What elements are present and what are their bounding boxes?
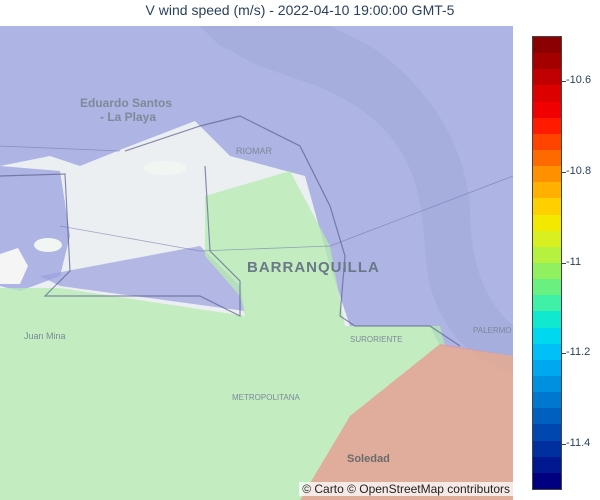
colorbar-step bbox=[533, 230, 561, 247]
colorbar-step bbox=[533, 392, 561, 409]
colorbar-step bbox=[533, 101, 561, 118]
label-palermo: PALERMO bbox=[473, 326, 512, 335]
colorbar-step bbox=[533, 295, 561, 312]
colorbar-tick-2: -10.8 bbox=[561, 165, 592, 177]
colorbar-step bbox=[533, 408, 561, 425]
colorbar-step bbox=[533, 198, 561, 215]
label-juan-mina: Juan Mina bbox=[24, 331, 66, 341]
label-barranquilla: BARRANQUILLA bbox=[247, 259, 380, 276]
colorbar-step bbox=[533, 311, 561, 328]
colorbar-step bbox=[533, 375, 561, 393]
label-suroriente: SURORIENTE bbox=[350, 335, 403, 344]
colorbar-tick-4: -11.2 bbox=[561, 346, 591, 358]
colorbar-step bbox=[533, 359, 561, 376]
colorbar-tick-1: -10.6 bbox=[561, 74, 592, 86]
map-area[interactable]: Eduardo Santos - La Playa RIOMAR BARRANQ… bbox=[0, 26, 513, 500]
region-north bbox=[0, 26, 513, 356]
colorbar-step bbox=[533, 327, 561, 344]
colorbar bbox=[532, 36, 562, 490]
colorbar-step bbox=[533, 262, 561, 280]
colorbar-step bbox=[533, 37, 561, 54]
colorbar-step bbox=[533, 440, 561, 457]
colorbar-step bbox=[533, 214, 561, 231]
colorbar-step bbox=[533, 53, 561, 70]
region-southeast bbox=[300, 344, 513, 500]
colorbar-step bbox=[533, 149, 561, 167]
colorbar-step bbox=[533, 472, 561, 489]
label-soledad: Soledad bbox=[347, 453, 390, 465]
colorbar-step bbox=[533, 117, 561, 134]
colorbar-step bbox=[533, 246, 561, 263]
label-la-playa: - La Playa bbox=[100, 110, 157, 124]
colorbar-step bbox=[533, 456, 561, 473]
colorbar-tick-3: -11 bbox=[561, 256, 582, 268]
label-metropolitana: METROPOLITANA bbox=[232, 393, 300, 402]
basemap bbox=[0, 26, 513, 500]
label-eduardo-santos: Eduardo Santos bbox=[80, 96, 173, 110]
colorbar-steps bbox=[533, 37, 561, 489]
colorbar-step bbox=[533, 166, 561, 183]
colorbar-step bbox=[533, 69, 561, 86]
colorbar-step bbox=[533, 343, 561, 360]
colorbar-step bbox=[533, 279, 561, 296]
colorbar-step bbox=[533, 182, 561, 199]
colorbar-step bbox=[533, 85, 561, 102]
colorbar-step bbox=[533, 133, 561, 150]
colorbar-step bbox=[533, 424, 561, 441]
map-attribution[interactable]: © Carto © OpenStreetMap contributors bbox=[299, 482, 513, 496]
map-title: V wind speed (m/s) - 2022-04-10 19:00:00… bbox=[145, 2, 455, 18]
colorbar-tick-5: -11.4 bbox=[561, 437, 591, 449]
label-riomar: RIOMAR bbox=[236, 146, 272, 156]
